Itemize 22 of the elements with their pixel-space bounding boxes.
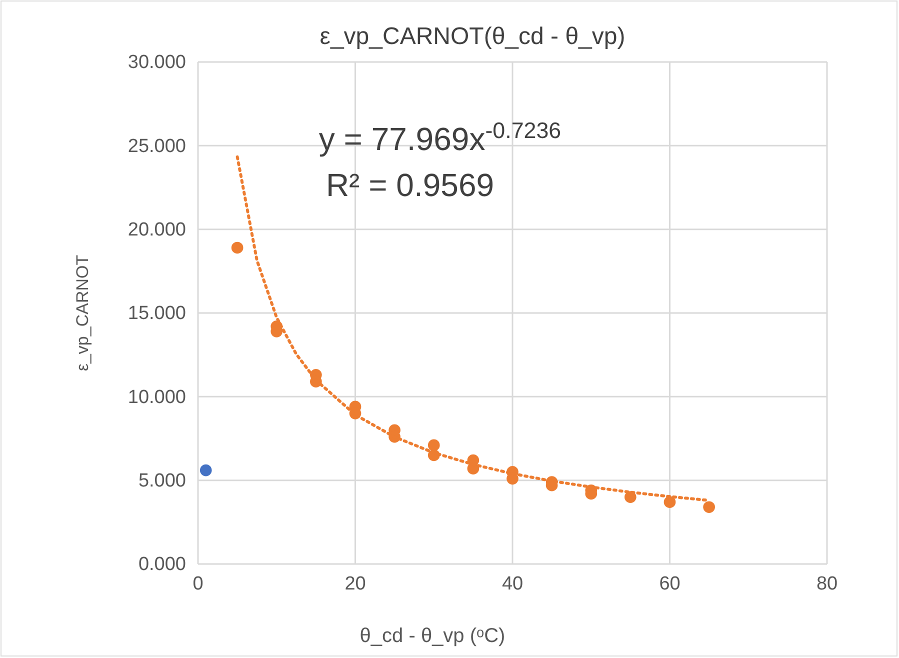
y-tick-label: 5.000 (138, 470, 186, 492)
y-tick-label: 25.000 (128, 136, 186, 157)
x-tick-label: 0 (192, 573, 204, 594)
y-axis-title: ε_vp_CARNOT (73, 254, 92, 372)
x-tick-label: 60 (659, 573, 680, 594)
point (428, 439, 440, 452)
x-axis-title: θ_cd - θ_vp (ᵒC) (360, 625, 506, 647)
y-tick-label: 20.000 (128, 219, 186, 240)
x-tick-label: 40 (502, 573, 524, 594)
point (231, 242, 244, 254)
x-tick-label: 20 (344, 573, 366, 594)
y-tick-label: 15.000 (128, 303, 186, 324)
x-tick-label: 80 (816, 573, 838, 594)
point (703, 501, 715, 514)
y-tick-label: 30.000 (128, 52, 186, 74)
y-tick-label: 10.000 (128, 386, 186, 408)
point (664, 496, 676, 508)
chart-title: ε_vp_CARNOT(θ_cd - θ_vp) (320, 23, 626, 50)
annotation: y = 77.969x$^{-0.7236}$ (318, 118, 562, 157)
annotation: R² = 0.9569 (326, 167, 494, 203)
y-tick-label: 0.000 (138, 554, 186, 576)
point (200, 464, 212, 476)
